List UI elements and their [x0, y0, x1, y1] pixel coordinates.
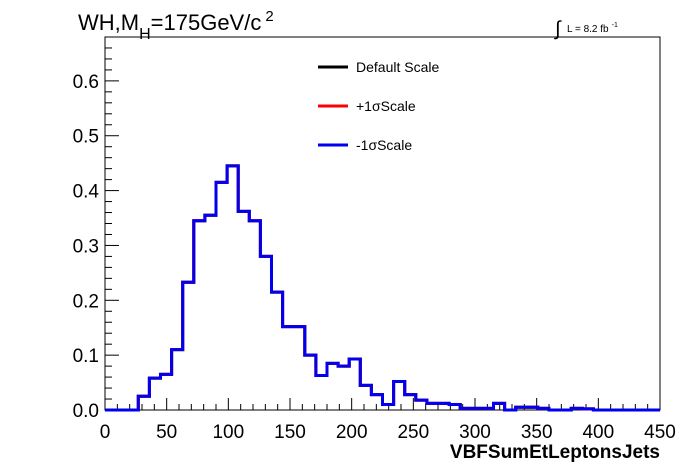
x-axis-title: VBFSumEtLeptonsJets: [450, 442, 660, 463]
x-tick-label: 0: [100, 422, 111, 443]
chart-title-rest: =175GeV/c: [151, 10, 262, 35]
series-layer: [105, 164, 660, 412]
y-tick-label: 0.0: [73, 401, 99, 422]
integral-sign: ∫: [554, 18, 562, 40]
x-tick-label: 150: [274, 422, 306, 443]
y-tick-label: 0.5: [73, 127, 99, 148]
legend-label: +1σScale: [356, 98, 416, 114]
chart-title-main: WH,M: [78, 10, 139, 35]
x-tick-label: 400: [582, 422, 614, 443]
legend: Default Scale +1σScale -1σScale: [318, 59, 439, 153]
legend-label: -1σScale: [356, 137, 412, 153]
y-tick-label: 0.1: [73, 346, 99, 367]
legend-label: Default Scale: [356, 59, 439, 75]
x-tick-label: 100: [212, 422, 244, 443]
y-tick-label: 0.2: [73, 291, 99, 312]
x-tick-label: 350: [521, 422, 553, 443]
x-tick-label: 250: [397, 422, 429, 443]
x-tick-label: 50: [156, 422, 177, 443]
y-tick-label: 0.3: [73, 236, 99, 257]
y-tick-label: 0.4: [73, 182, 100, 203]
y-axis: 0.0 0.1 0.2 0.3 0.4 0.5 0.6: [73, 47, 119, 422]
luminosity-label: ∫ L = 8.2 fb -1: [554, 18, 618, 40]
chart-title-superscript: 2: [265, 8, 273, 25]
x-tick-label: 200: [336, 422, 368, 443]
x-tick-label: 450: [644, 422, 676, 443]
luminosity-text: L = 8.2 fb -1: [567, 22, 618, 35]
chart-title-subscript: H: [139, 26, 151, 43]
series-line: [105, 164, 660, 412]
chart-title: WH,MH=175GeV/c 2: [78, 8, 274, 43]
y-tick-label: 0.6: [73, 72, 99, 93]
x-tick-label: 300: [459, 422, 491, 443]
x-axis: 0 50 100 150 200 250 300 350 400 450: [100, 398, 676, 443]
